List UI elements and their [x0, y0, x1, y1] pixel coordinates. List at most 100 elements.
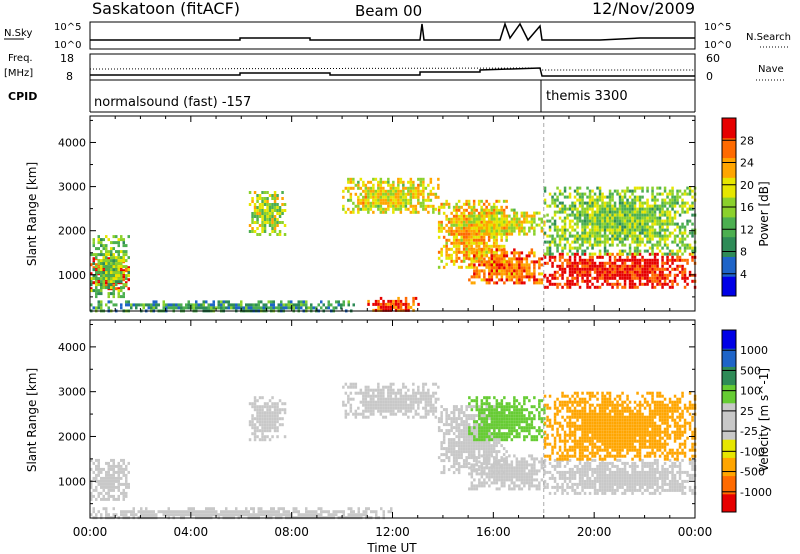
velocity-cell	[417, 388, 420, 392]
power-cell	[586, 201, 589, 205]
power-cell	[653, 252, 657, 256]
power-cell	[107, 280, 110, 284]
power-cell	[688, 189, 692, 193]
power-cell	[653, 213, 657, 217]
power-cell	[581, 195, 584, 199]
velocity-cell	[510, 472, 514, 476]
power-cell	[478, 257, 481, 261]
power-cell	[450, 217, 453, 221]
velocity-cell	[520, 475, 524, 479]
velocity-cell	[107, 479, 110, 483]
power-cell	[255, 303, 258, 307]
power-cell	[472, 202, 476, 206]
power-cell	[578, 270, 582, 274]
velocity-cell	[399, 391, 403, 395]
velocity-cell	[344, 415, 348, 419]
velocity-cell	[540, 457, 544, 461]
velocity-cell	[470, 475, 474, 479]
velocity-cell	[97, 470, 100, 474]
velocity-cell	[382, 400, 385, 404]
power-cell	[606, 240, 609, 244]
power-cell	[409, 201, 413, 205]
velocity-cell	[508, 487, 511, 491]
velocity-cell	[452, 438, 456, 442]
velocity-cell	[422, 388, 425, 392]
velocity-cell	[467, 441, 471, 445]
power-cell	[485, 247, 488, 251]
power-cell	[566, 282, 569, 286]
velocity-cell	[132, 513, 135, 517]
velocity-cell	[485, 402, 489, 406]
velocity-cell	[102, 467, 105, 471]
power-cell	[392, 210, 395, 214]
power-cell	[372, 186, 375, 190]
power-cell	[598, 195, 602, 199]
power-cell	[399, 198, 403, 202]
power-cell	[573, 222, 577, 226]
velocity-cell	[267, 513, 270, 517]
power-cell	[578, 237, 582, 241]
velocity-cell	[472, 414, 476, 418]
power-cell	[573, 282, 577, 286]
power-cell	[437, 256, 441, 260]
velocity-cell	[412, 394, 415, 398]
power-cell	[493, 223, 496, 227]
velocity-cell	[207, 513, 210, 517]
power-cell	[475, 259, 478, 263]
power-cell	[668, 252, 672, 256]
velocity-cell	[268, 408, 272, 412]
power-cell	[205, 306, 208, 310]
power-cell	[434, 195, 438, 199]
power-cell	[192, 306, 195, 310]
velocity-cell	[359, 412, 363, 416]
power-cell	[576, 282, 579, 286]
power-cell	[616, 216, 619, 220]
power-cell	[606, 261, 609, 265]
power-cell	[586, 261, 589, 265]
power-cell	[505, 272, 509, 276]
power-cell	[523, 226, 526, 230]
velocity-cell	[273, 408, 277, 412]
power-cell	[638, 219, 642, 223]
power-cell	[518, 217, 521, 221]
power-cell	[588, 261, 592, 265]
power-cell	[540, 263, 544, 267]
power-cell	[500, 251, 504, 255]
velocity-cell	[472, 444, 476, 448]
power-cell	[253, 230, 257, 233]
power-cell	[586, 231, 589, 235]
velocity-cell	[359, 400, 363, 404]
power-cell	[450, 256, 453, 260]
power-cell	[442, 205, 446, 209]
power-cell	[543, 261, 547, 265]
velocity-cell	[117, 476, 120, 480]
power-cell	[563, 189, 567, 193]
power-cell	[460, 214, 463, 218]
velocity-cell	[276, 414, 279, 418]
velocity-cell	[482, 447, 486, 451]
power-cell	[581, 279, 584, 283]
velocity-cell	[424, 397, 428, 401]
velocity-cell	[271, 414, 274, 418]
velocity-cell	[528, 484, 531, 488]
power-cell	[668, 201, 672, 205]
velocity-cell	[417, 406, 420, 410]
velocity-cell	[483, 478, 486, 482]
power-cell	[671, 204, 674, 208]
power-cell	[663, 231, 667, 235]
power-cell	[523, 220, 526, 224]
power-cell	[472, 238, 476, 242]
power-cell	[515, 272, 519, 276]
power-cell	[561, 207, 564, 211]
power-cell	[663, 282, 667, 286]
power-cell	[95, 280, 98, 284]
power-cell	[115, 303, 118, 307]
velocity-cell	[117, 497, 120, 501]
power-cell	[556, 282, 559, 286]
velocity-cell	[462, 414, 466, 418]
power-cell	[266, 203, 269, 206]
power-cell	[407, 192, 410, 196]
power-cell	[561, 210, 564, 214]
power-cell	[596, 198, 599, 202]
power-cell	[399, 204, 403, 208]
